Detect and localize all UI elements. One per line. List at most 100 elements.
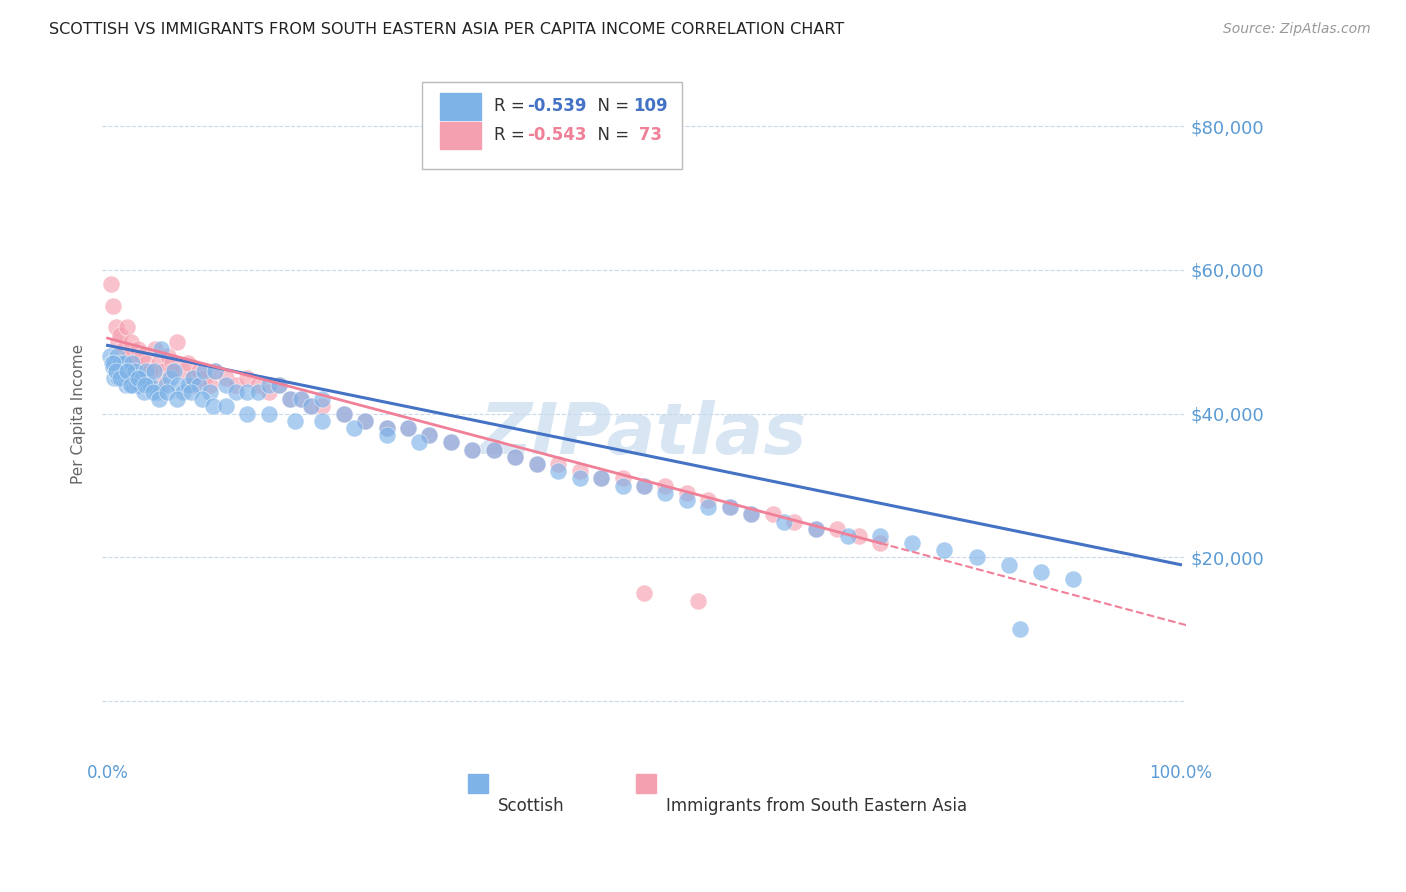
- Point: [111, 363, 134, 377]
- Point: [120, 334, 142, 349]
- Point: [155, 377, 177, 392]
- Point: [214, 370, 236, 384]
- Point: [120, 377, 142, 392]
- Point: [225, 385, 247, 400]
- Point: [526, 457, 548, 471]
- Point: [187, 363, 209, 377]
- Point: [301, 400, 323, 414]
- Point: [697, 500, 720, 515]
- Point: [848, 529, 870, 543]
- Point: [114, 377, 136, 392]
- Point: [120, 370, 142, 384]
- Point: [612, 478, 634, 492]
- Point: [869, 536, 891, 550]
- Point: [191, 392, 214, 407]
- Point: [117, 370, 139, 384]
- Point: [166, 392, 188, 407]
- Point: [396, 421, 419, 435]
- Point: [740, 508, 762, 522]
- Point: [568, 471, 591, 485]
- Point: [122, 377, 145, 392]
- Point: [156, 349, 179, 363]
- Point: [110, 327, 132, 342]
- Text: Immigrants from South Eastern Asia: Immigrants from South Eastern Asia: [665, 797, 967, 814]
- Point: [166, 334, 188, 349]
- Point: [177, 377, 200, 392]
- Point: [204, 363, 226, 377]
- Point: [104, 356, 127, 370]
- Point: [869, 529, 891, 543]
- Point: [837, 529, 859, 543]
- Point: [160, 363, 183, 377]
- Point: [547, 457, 569, 471]
- Point: [124, 356, 146, 370]
- Point: [105, 363, 128, 377]
- Point: [686, 593, 709, 607]
- Point: [354, 414, 377, 428]
- Point: [547, 464, 569, 478]
- Point: [101, 356, 124, 370]
- Point: [152, 363, 174, 377]
- Point: [718, 500, 741, 515]
- Point: [654, 478, 676, 492]
- Point: [198, 385, 221, 400]
- Point: [118, 363, 141, 377]
- Point: [135, 363, 157, 377]
- Text: R =: R =: [495, 97, 530, 115]
- Point: [160, 356, 183, 370]
- Point: [146, 385, 169, 400]
- Point: [118, 363, 141, 377]
- Point: [167, 377, 190, 392]
- Text: -0.539: -0.539: [527, 97, 586, 115]
- Point: [762, 508, 785, 522]
- Point: [633, 586, 655, 600]
- Point: [633, 478, 655, 492]
- Point: [107, 334, 129, 349]
- Point: [127, 342, 149, 356]
- Point: [127, 370, 149, 384]
- Point: [343, 421, 366, 435]
- Point: [676, 485, 699, 500]
- Text: R =: R =: [495, 127, 530, 145]
- Point: [155, 385, 177, 400]
- Point: [139, 377, 162, 392]
- Point: [148, 392, 170, 407]
- Point: [718, 500, 741, 515]
- Point: [676, 492, 699, 507]
- Point: [418, 428, 440, 442]
- Point: [163, 363, 186, 377]
- Point: [236, 370, 259, 384]
- Point: [177, 356, 200, 370]
- Point: [193, 363, 215, 377]
- Point: [112, 356, 135, 370]
- Text: -0.543: -0.543: [527, 127, 586, 145]
- Point: [143, 342, 166, 356]
- Point: [654, 485, 676, 500]
- Point: [311, 400, 333, 414]
- Point: [115, 363, 138, 377]
- Point: [408, 435, 430, 450]
- Point: [148, 356, 170, 370]
- Point: [201, 400, 224, 414]
- Y-axis label: Per Capita Income: Per Capita Income: [72, 343, 86, 483]
- Point: [783, 515, 806, 529]
- Point: [1062, 572, 1084, 586]
- Point: [114, 370, 136, 384]
- Point: [396, 421, 419, 435]
- Point: [1008, 623, 1031, 637]
- Bar: [440, 122, 481, 149]
- Point: [172, 363, 194, 377]
- Point: [180, 385, 202, 400]
- Point: [311, 414, 333, 428]
- Point: [115, 320, 138, 334]
- Point: [107, 356, 129, 370]
- Point: [128, 377, 150, 392]
- Point: [269, 377, 291, 392]
- Point: [591, 471, 613, 485]
- Text: N =: N =: [586, 97, 634, 115]
- Point: [375, 421, 398, 435]
- Text: 109: 109: [633, 97, 668, 115]
- Point: [461, 442, 484, 457]
- Point: [934, 543, 956, 558]
- Point: [159, 370, 181, 384]
